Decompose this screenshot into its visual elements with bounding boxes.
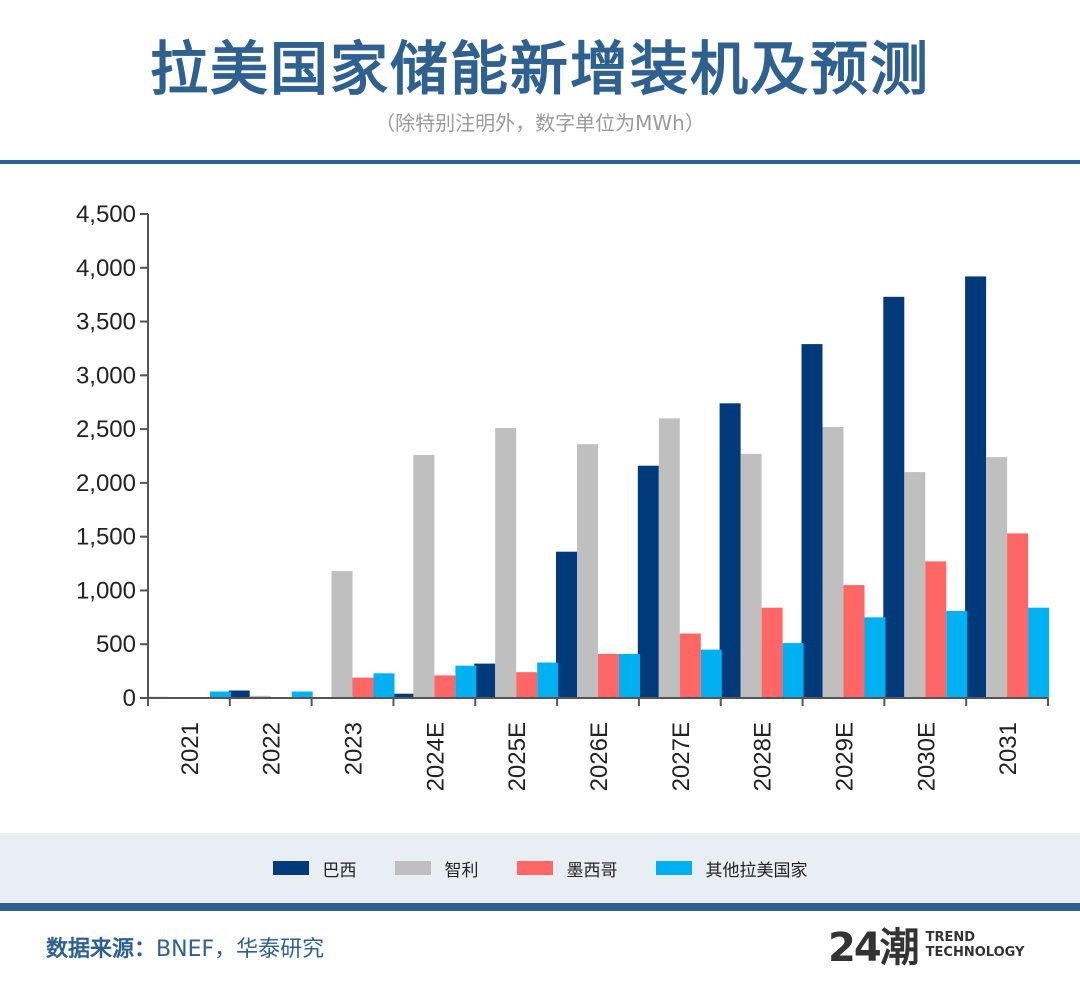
source-label: 数据来源：	[46, 937, 157, 962]
bar-2026E-2	[598, 653, 619, 698]
legend-item: 其他拉美国家	[655, 856, 808, 881]
bar-2027E-2	[679, 633, 701, 698]
y-tick-label: 1,500	[76, 524, 136, 551]
x-tick-label: 2025E	[504, 722, 531, 791]
legend-item: 巴西	[272, 856, 357, 881]
bar-2023-3	[373, 673, 395, 698]
bar-2027E-3	[700, 649, 722, 698]
x-tick-label: 2022	[259, 722, 286, 775]
x-tick-label: 2026E	[586, 722, 613, 791]
bar-2023-1	[331, 571, 353, 698]
x-tick-label: 2028E	[750, 722, 777, 791]
y-tick-label: 2,000	[76, 470, 136, 497]
legend-label: 墨西哥	[566, 860, 618, 881]
x-tick-label: 2021	[177, 722, 204, 775]
legend-label: 智利	[444, 860, 479, 881]
bar-2029E-3	[864, 617, 886, 698]
brand-line-1: TREND	[925, 930, 976, 945]
bar-2022-1	[249, 695, 271, 698]
legend-item: 智利	[394, 856, 479, 881]
bar-2025E-2	[516, 672, 538, 698]
x-tick-label: 2024E	[422, 722, 449, 791]
bar-2031-2	[1007, 533, 1029, 698]
brand-line-2: TECHNOLOGY	[925, 945, 1025, 960]
x-tick-label: 2023	[341, 722, 368, 775]
bar-chart: 0 500 1,000 1,500 2,000 2,500 3,000 3,500 4,000 4…	[76, 201, 1050, 791]
legend-swatch	[516, 861, 553, 875]
brand-logo: 24潮 TREND TECHNOLOGY	[828, 926, 1024, 970]
legend-swatch	[272, 861, 309, 875]
y-tick-label: 4,500	[76, 201, 136, 228]
brand-mark: 24潮	[828, 925, 920, 971]
bar-2023-2	[352, 677, 374, 698]
bar-2031-1	[986, 457, 1008, 698]
x-tick-label: 2031	[995, 722, 1022, 775]
y-tick-label: 4,000	[76, 255, 136, 282]
bar-2022-3	[291, 691, 313, 698]
bar-2025E-0	[474, 663, 496, 698]
bar-2028E-2	[761, 607, 783, 698]
data-source: 数据来源：BNEF，华泰研究	[46, 934, 324, 966]
bar-2024E-0	[392, 693, 414, 698]
source-text: BNEF，华泰研究	[156, 937, 325, 962]
bar-2025E-1	[495, 428, 517, 698]
bar-2028E-0	[719, 403, 741, 698]
bar-2029E-2	[843, 585, 865, 698]
bar-2025E-3	[537, 662, 559, 698]
legend-label: 巴西	[322, 860, 357, 881]
x-tick-label: 2027E	[668, 722, 695, 791]
x-tick-label: 2030E	[913, 722, 940, 791]
bar-2030E-0	[883, 296, 905, 698]
bar-2024E-2	[434, 675, 456, 698]
bar-2030E-2	[925, 561, 947, 698]
bottom-divider	[0, 903, 1080, 911]
legend-band: 巴西 智利 墨西哥 其他拉美国家	[0, 833, 1080, 903]
page-subtitle: （除特别注明外，数字单位为MWh）	[375, 111, 705, 135]
brand-text: TREND TECHNOLOGY	[926, 930, 1025, 960]
bar-2024E-1	[413, 454, 435, 698]
page-title: 拉美国家储能新增装机及预测	[149, 35, 930, 103]
bar-2026E-1	[577, 444, 598, 698]
bar-2029E-0	[801, 344, 823, 698]
bar-2024E-3	[455, 665, 477, 698]
bar-2028E-1	[740, 453, 762, 698]
x-tick-label: 2029E	[831, 722, 858, 791]
bar-2026E-3	[619, 653, 640, 698]
legend-label: 其他拉美国家	[705, 860, 808, 881]
bar-2027E-0	[637, 465, 659, 698]
y-tick-label: 500	[96, 631, 136, 658]
legend-item: 墨西哥	[516, 856, 618, 881]
chart-legend: 巴西 智利 墨西哥 其他拉美国家	[0, 833, 1080, 903]
top-divider	[0, 160, 1080, 164]
bar-2030E-3	[946, 610, 968, 698]
bar-2021-3	[209, 691, 231, 698]
bar-2028E-3	[782, 643, 804, 698]
y-tick-label: 3,500	[76, 309, 136, 336]
y-tick-label: 2,500	[76, 416, 136, 443]
bar-2029E-1	[822, 427, 844, 698]
bar-2031-0	[965, 276, 987, 698]
bar-2030E-1	[904, 472, 926, 698]
y-tick-label: 0	[123, 685, 136, 712]
y-tick-label: 3,000	[76, 362, 136, 389]
legend-swatch	[655, 861, 692, 875]
bar-2026E-0	[556, 551, 577, 698]
bar-2031-3	[1028, 607, 1050, 698]
legend-swatch	[394, 861, 431, 875]
y-tick-label: 1,000	[76, 577, 136, 604]
bar-2022-0	[228, 690, 250, 698]
bar-2027E-1	[658, 418, 680, 698]
